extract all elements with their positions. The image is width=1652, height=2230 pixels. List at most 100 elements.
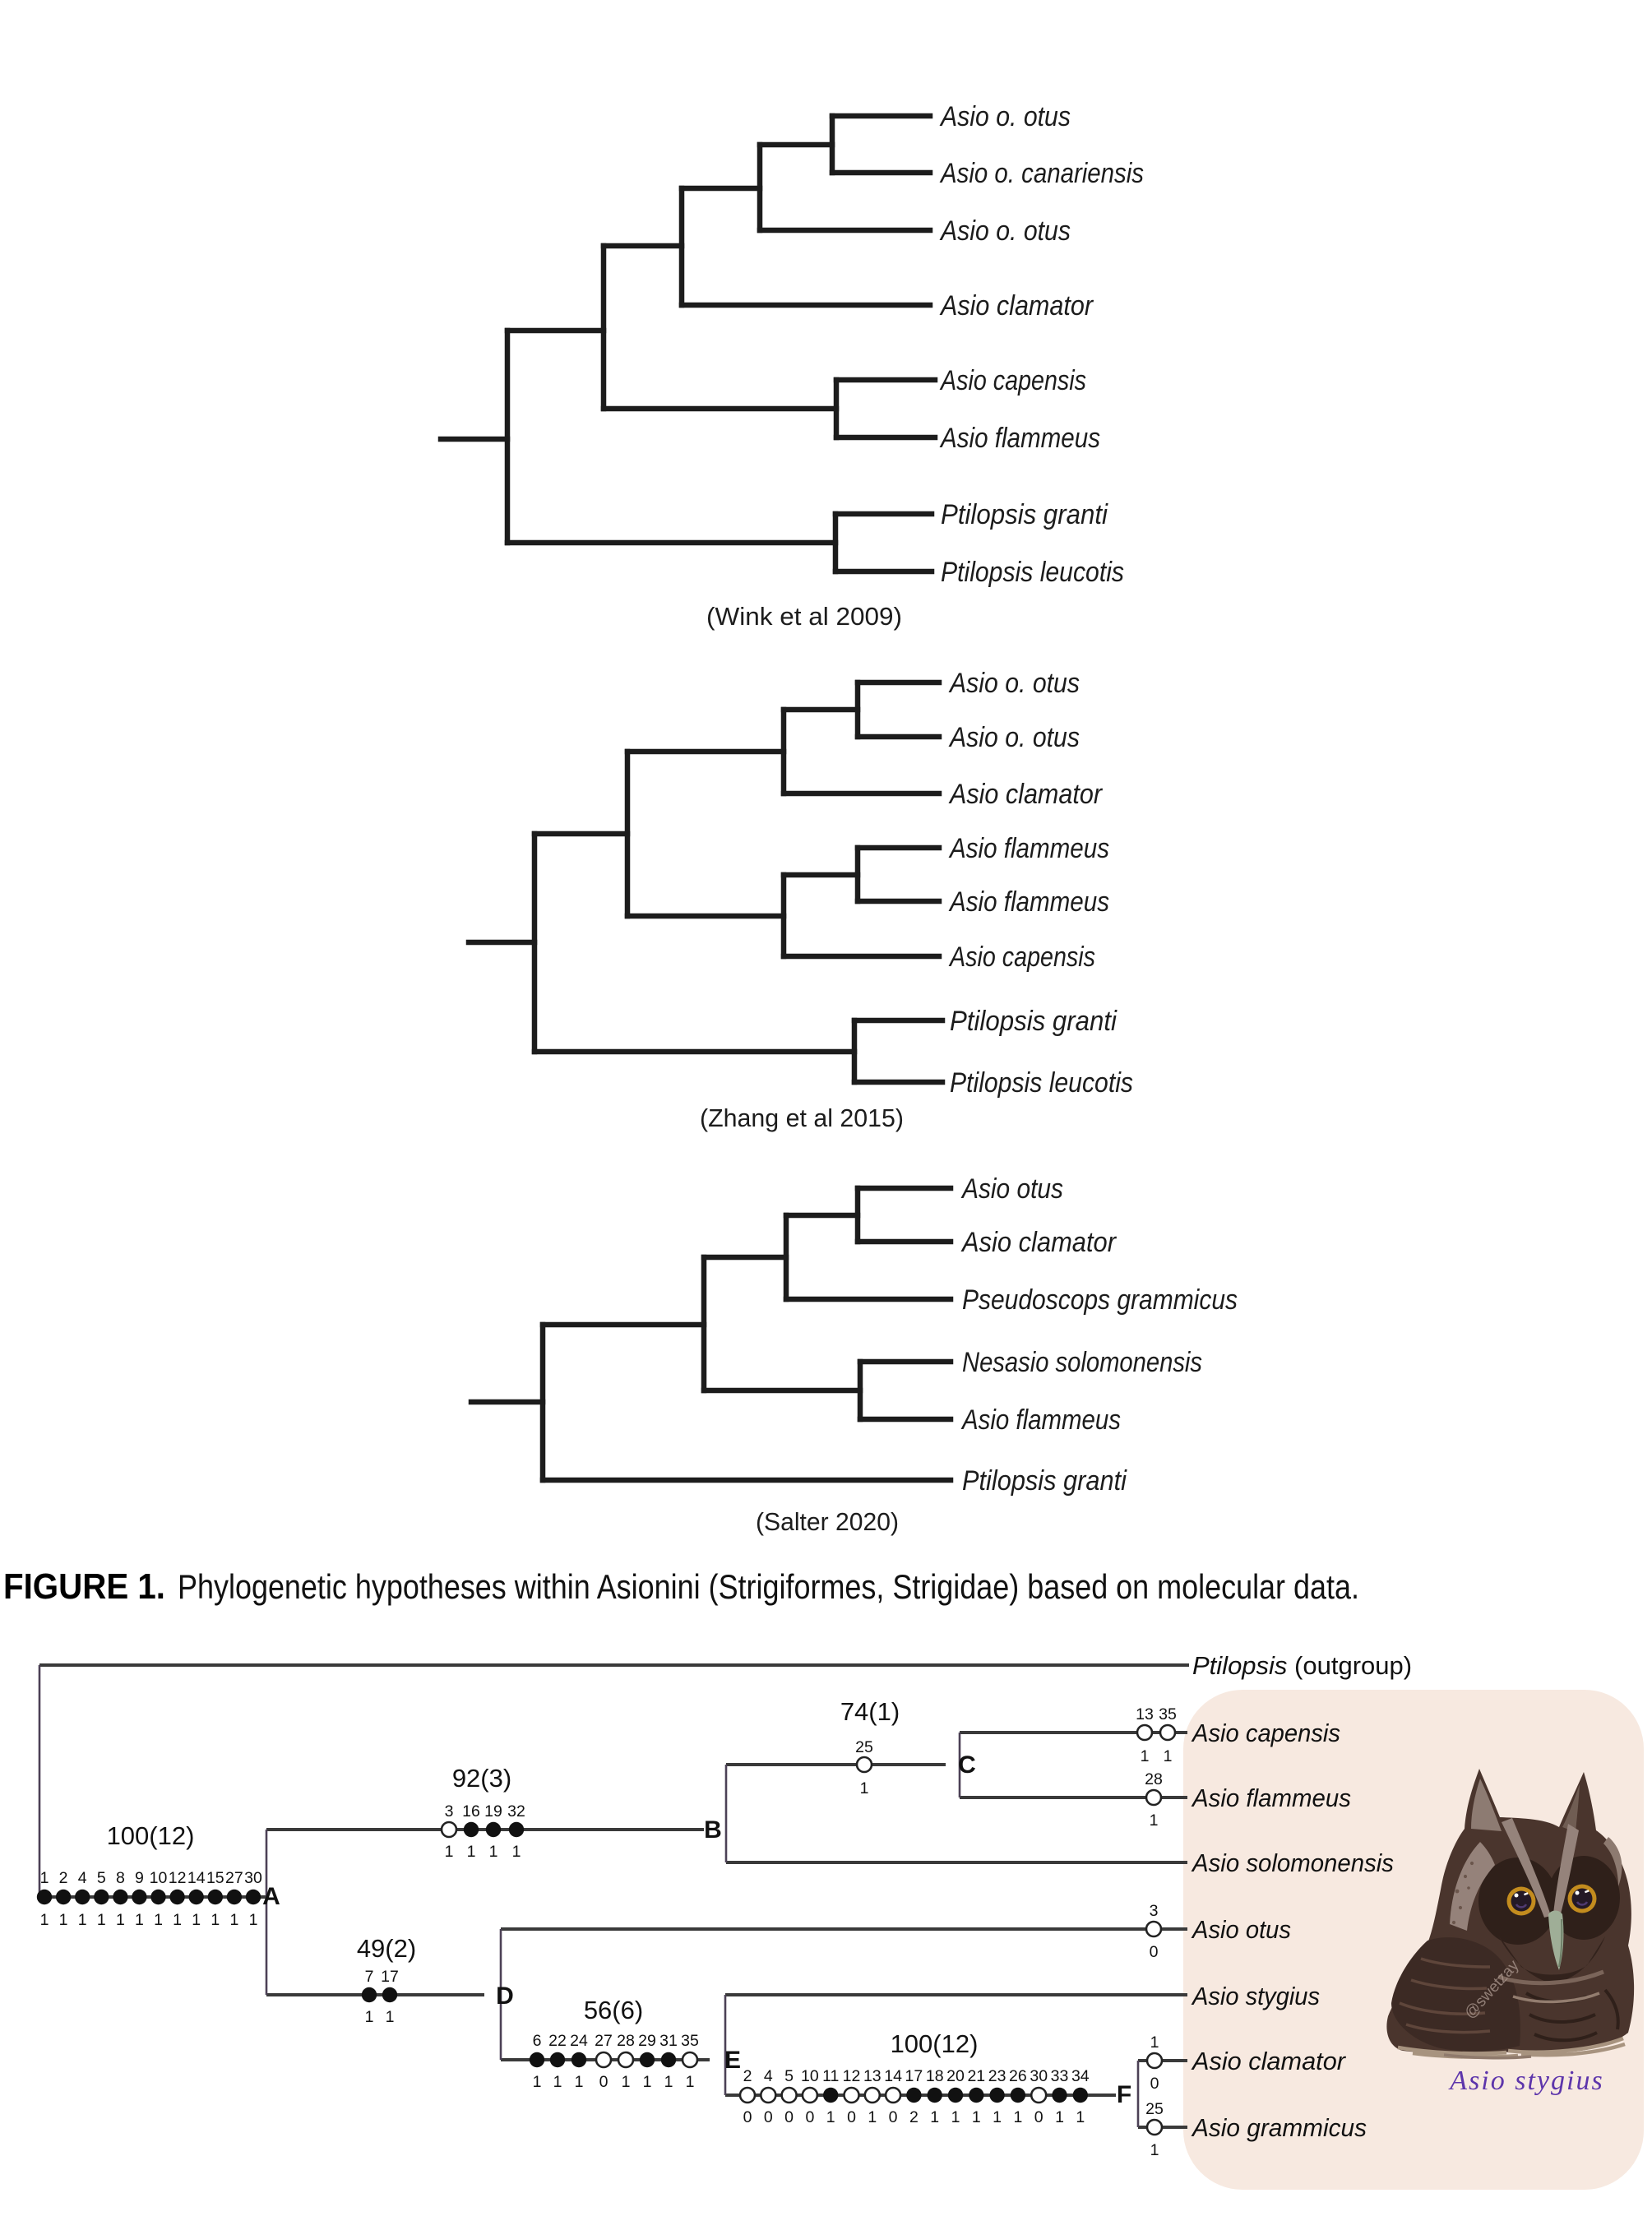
svg-text:Ptilopsis granti: Ptilopsis granti [941,499,1108,530]
svg-text:1: 1 [930,2108,939,2126]
svg-text:D: D [496,1982,514,2010]
svg-text:A: A [262,1883,280,1910]
svg-text:1: 1 [512,1843,521,1861]
svg-text:(Wink et al 2009): (Wink et al 2009) [706,602,902,631]
svg-text:0: 0 [889,2108,898,2126]
svg-text:6: 6 [533,2032,542,2050]
svg-text:Asio flammeus: Asio flammeus [948,833,1109,864]
svg-text:15: 15 [206,1869,224,1887]
svg-text:Asio capensis: Asio capensis [948,942,1095,973]
svg-text:1: 1 [1076,2108,1085,2126]
svg-text:1: 1 [553,2073,562,2091]
svg-text:13: 13 [863,2067,882,2085]
svg-text:1: 1 [972,2108,981,2126]
svg-text:1: 1 [1164,1747,1173,1765]
svg-text:0: 0 [784,2108,794,2126]
svg-text:E: E [724,2047,741,2074]
svg-text:35: 35 [681,2032,699,2050]
svg-text:0: 0 [743,2108,752,2126]
svg-text:100(12): 100(12) [891,2029,979,2058]
svg-text:Asio o. otus: Asio o. otus [948,668,1080,699]
svg-text:34: 34 [1071,2067,1090,2085]
svg-text:Ptilopsis (outgroup): Ptilopsis (outgroup) [1192,1651,1412,1680]
svg-text:1: 1 [365,2008,374,2026]
svg-text:FIGURE 1.: FIGURE 1. [3,1566,165,1607]
svg-text:26: 26 [1009,2067,1027,2085]
svg-text:2: 2 [59,1869,68,1887]
svg-text:14: 14 [187,1869,206,1887]
svg-text:100(12): 100(12) [107,1821,195,1850]
svg-text:25: 25 [855,1738,873,1756]
svg-text:2: 2 [909,2108,919,2126]
svg-text:Asio otus: Asio otus [960,1173,1063,1205]
svg-text:Asio o. otus: Asio o. otus [939,101,1071,132]
svg-text:32: 32 [507,1802,525,1821]
svg-text:92(3): 92(3) [452,1764,511,1793]
svg-text:31: 31 [659,2032,678,2050]
svg-text:(Zhang et al 2015): (Zhang et al 2015) [700,1103,904,1132]
svg-text:1: 1 [951,2108,960,2126]
svg-text:1: 1 [643,2073,652,2091]
svg-text:23: 23 [988,2067,1006,2085]
svg-text:Asio clamator: Asio clamator [1191,2047,1347,2075]
svg-text:28: 28 [617,2032,635,2050]
svg-text:1: 1 [1150,2033,1159,2052]
svg-text:30: 30 [1030,2067,1048,2085]
svg-text:1: 1 [1150,2141,1159,2159]
svg-text:1: 1 [533,2073,542,2091]
svg-text:1: 1 [211,1911,220,1929]
svg-text:12: 12 [169,1869,187,1887]
svg-text:5: 5 [784,2067,794,2085]
svg-text:24: 24 [570,2032,588,2050]
svg-text:28: 28 [1145,1770,1163,1788]
svg-text:20: 20 [946,2067,965,2085]
svg-text:17: 17 [381,1968,399,1986]
svg-text:7: 7 [365,1968,374,1986]
svg-text:10: 10 [150,1869,168,1887]
svg-text:1: 1 [249,1911,258,1929]
svg-text:Asio flammeus: Asio flammeus [960,1404,1121,1436]
svg-text:1: 1 [1141,1747,1150,1765]
svg-text:Asio o. otus: Asio o. otus [939,215,1071,247]
svg-text:Asio flammeus: Asio flammeus [948,886,1109,918]
svg-text:2: 2 [743,2067,752,2085]
svg-text:30: 30 [244,1869,262,1887]
svg-text:Asio o. otus: Asio o. otus [948,722,1080,753]
svg-text:9: 9 [135,1869,144,1887]
svg-text:1: 1 [575,2073,584,2091]
svg-text:4: 4 [764,2067,773,2085]
svg-text:29: 29 [638,2032,656,2050]
svg-text:1: 1 [868,2108,877,2126]
svg-text:3: 3 [445,1802,454,1821]
svg-text:C: C [958,1751,976,1779]
svg-text:Ptilopsis granti: Ptilopsis granti [962,1465,1127,1497]
svg-text:1: 1 [1013,2108,1022,2126]
svg-text:56(6): 56(6) [584,1996,643,2024]
svg-text:Asio solomonensis: Asio solomonensis [1191,1848,1394,1877]
svg-text:1: 1 [1150,1811,1159,1830]
svg-text:0: 0 [599,2073,609,2091]
svg-text:1: 1 [40,1911,49,1929]
svg-text:22: 22 [548,2032,567,2050]
svg-text:1: 1 [993,2108,1002,2126]
svg-text:1: 1 [860,1779,869,1797]
svg-text:1: 1 [445,1843,454,1861]
svg-text:Ptilopsis leucotis: Ptilopsis leucotis [941,557,1124,588]
svg-text:4: 4 [78,1869,87,1887]
svg-text:1: 1 [40,1869,49,1887]
svg-text:12: 12 [843,2067,861,2085]
svg-text:F: F [1117,2081,1131,2108]
svg-text:1: 1 [467,1843,476,1861]
svg-text:49(2): 49(2) [357,1934,416,1963]
svg-text:74(1): 74(1) [840,1697,900,1726]
svg-text:1: 1 [664,2073,673,2091]
svg-text:17: 17 [905,2067,923,2085]
svg-text:1: 1 [386,2008,395,2026]
svg-text:10: 10 [801,2067,819,2085]
svg-text:21: 21 [967,2067,985,2085]
svg-text:35: 35 [1159,1705,1177,1723]
svg-text:25: 25 [1145,2100,1164,2118]
svg-text:Pseudoscops grammicus: Pseudoscops grammicus [962,1284,1238,1316]
svg-text:8: 8 [116,1869,125,1887]
svg-text:Asio stygius: Asio stygius [1448,2066,1603,2096]
